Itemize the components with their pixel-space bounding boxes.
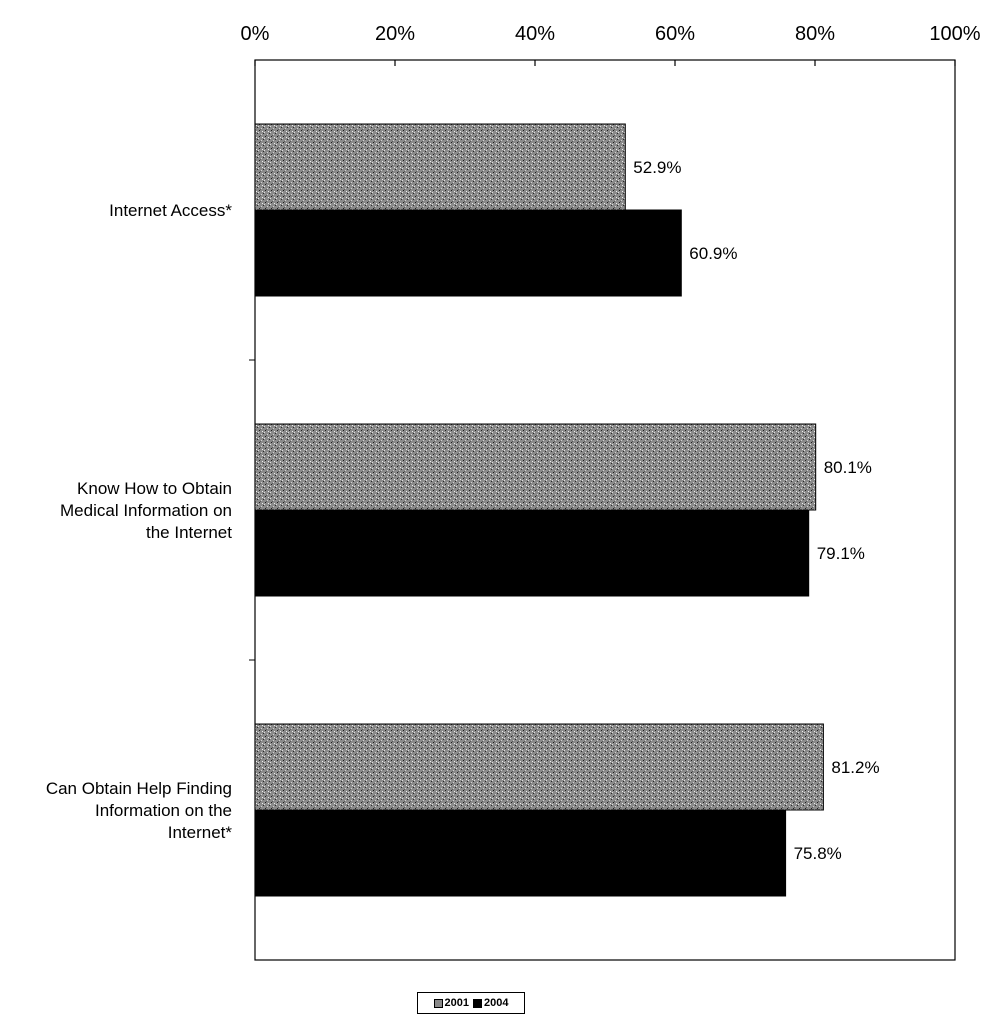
bar-2001	[254, 423, 817, 511]
x-tick-label: 0%	[241, 23, 270, 45]
legend-swatch-2001	[433, 998, 443, 1008]
legend-item-2004: 2004	[473, 997, 508, 1009]
x-tick-label: 60%	[655, 23, 695, 45]
bar-2001	[254, 123, 626, 211]
data-labels: 52.9% 60.9% 80.1% 79.1% 81.2% 75.8%	[633, 158, 879, 863]
x-tick-label: 20%	[375, 23, 415, 45]
category-label: Internet Access*	[109, 201, 232, 220]
x-tick-label: 80%	[795, 23, 835, 45]
data-label-2004: 79.1%	[817, 544, 865, 563]
legend-item-2001: 2001	[433, 997, 469, 1009]
bar-2004	[254, 809, 787, 897]
bar-2004	[254, 509, 810, 597]
x-tick-label: 40%	[515, 23, 555, 45]
bars	[254, 123, 824, 897]
bar-2004	[254, 209, 682, 297]
bar-2001	[254, 723, 824, 811]
data-label-2001: 80.1%	[824, 458, 872, 477]
x-tick-label: 100%	[929, 23, 980, 45]
data-label-2001: 52.9%	[633, 158, 681, 177]
category-axis: Internet Access* Know How to Obtain Medica…	[46, 201, 255, 842]
x-axis: 0% 20% 40% 60% 80% 100%	[241, 23, 981, 66]
data-label-2001: 81.2%	[831, 758, 879, 777]
legend-label-2001: 2001	[444, 997, 469, 1009]
category-label: Can Obtain Help Finding Information on th…	[46, 779, 233, 842]
category-label: Know How to Obtain Medical Information on…	[60, 479, 232, 542]
data-label-2004: 75.8%	[794, 844, 842, 863]
legend-label-2004: 2004	[484, 997, 509, 1009]
data-label-2004: 60.9%	[689, 244, 737, 263]
legend: 2001 2004	[417, 992, 525, 1014]
legend-swatch-2004	[473, 998, 482, 1008]
